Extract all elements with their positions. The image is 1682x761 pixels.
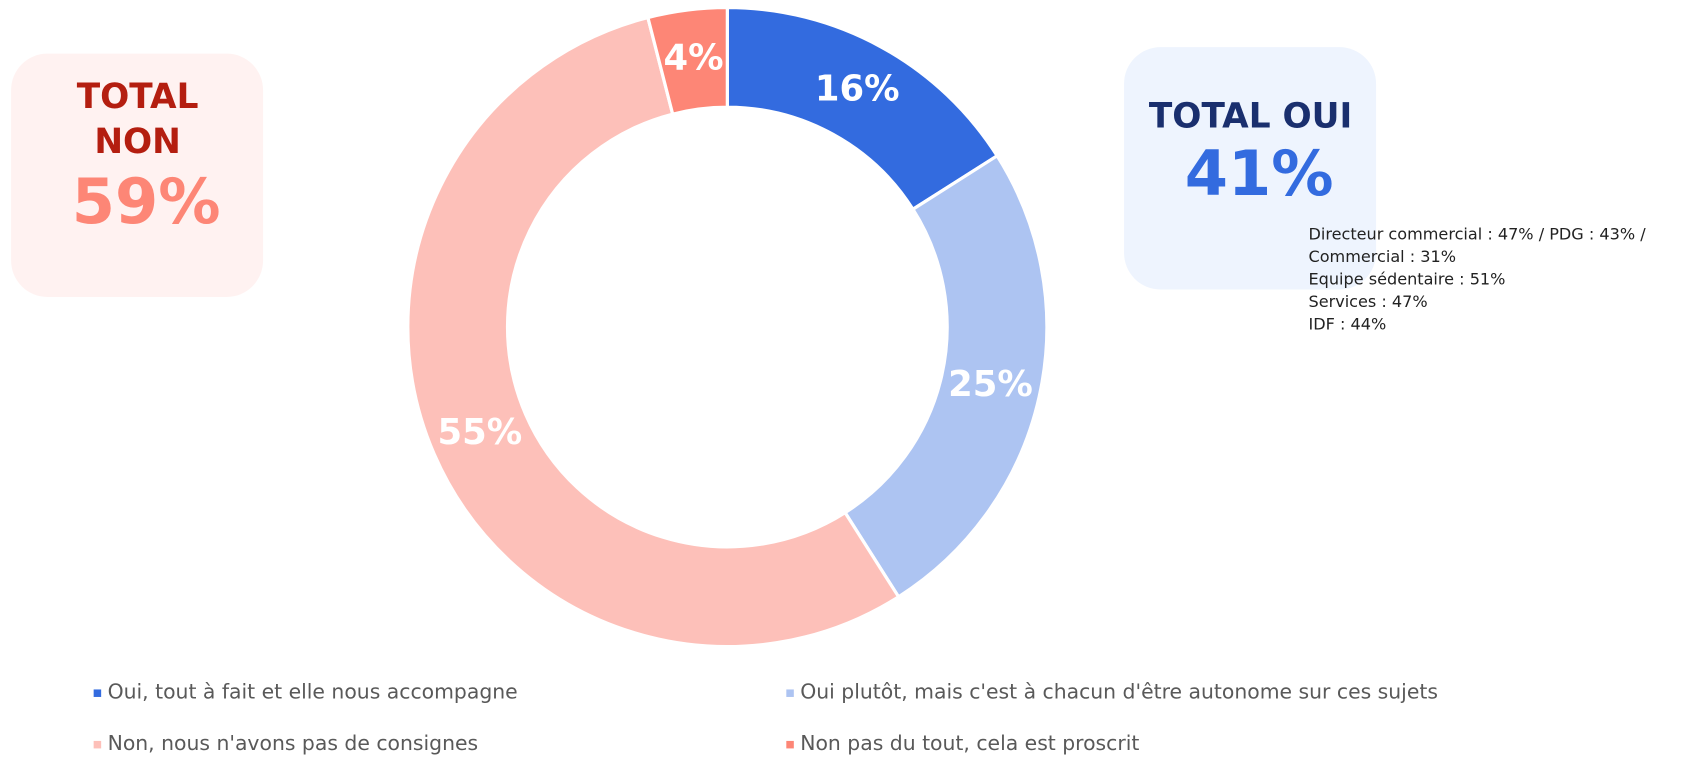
note-line: Directeur commercial : 47% / PDG : 43% / <box>1308 224 1646 243</box>
total-non-title: TOTAL <box>77 77 199 117</box>
note-line: IDF : 44% <box>1308 314 1386 333</box>
note-line: Commercial : 31% <box>1308 247 1456 266</box>
legend-label: Oui, tout à fait et elle nous accompagne <box>108 680 518 704</box>
total-oui-box <box>1124 47 1377 290</box>
total-non-title: NON <box>94 122 181 162</box>
total-non-value: 59% <box>72 165 221 238</box>
legend-swatch <box>786 740 794 749</box>
donut-slice <box>842 153 1049 600</box>
donut-slice <box>645 5 729 117</box>
legend-swatch <box>93 689 102 697</box>
slice-label: 25% <box>948 364 1033 405</box>
slice-label: 4% <box>664 37 724 78</box>
donut-slice <box>406 15 901 649</box>
note-line: Services : 47% <box>1308 292 1427 311</box>
slice-label: 55% <box>438 412 523 453</box>
total-oui-title: TOTAL OUI <box>1149 96 1352 136</box>
slice-label: 16% <box>815 69 900 110</box>
total-oui-value: 41% <box>1185 137 1334 210</box>
note-line: Equipe sédentaire : 51% <box>1308 269 1505 288</box>
legend-label: Oui plutôt, mais c'est à chacun d'être a… <box>800 680 1438 704</box>
total-non-box <box>11 53 264 298</box>
legend-swatch <box>786 689 794 697</box>
legend-label: Non, nous n'avons pas de consignes <box>108 731 479 755</box>
legend-label: Non pas du tout, cela est proscrit <box>800 731 1139 755</box>
legend-swatch <box>93 740 102 749</box>
